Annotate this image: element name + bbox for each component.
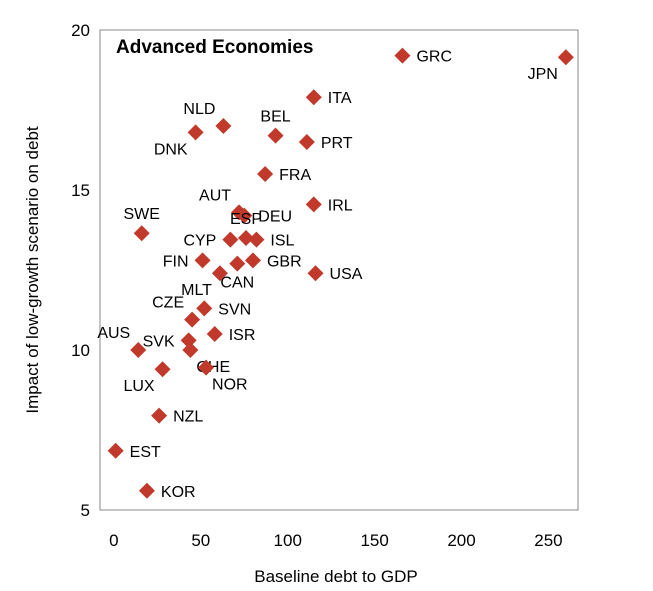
point-label: SVN — [218, 301, 251, 318]
data-point-gbr — [244, 252, 261, 269]
data-point-svn — [196, 300, 213, 317]
x-tick-label: 200 — [447, 531, 475, 550]
data-point-mlt — [211, 265, 228, 282]
point-label: KOR — [161, 484, 196, 501]
point-label: AUT — [199, 187, 231, 204]
x-tick-label: 150 — [360, 531, 388, 550]
point-label: EST — [130, 444, 161, 461]
data-point-cze — [184, 311, 201, 328]
point-label: MLT — [181, 282, 212, 299]
data-point-grc — [394, 47, 411, 64]
data-point-kor — [138, 482, 155, 499]
data-point-usa — [307, 265, 324, 282]
x-tick-label: 50 — [191, 531, 210, 550]
data-point-jpn — [557, 49, 574, 66]
point-label: FRA — [279, 167, 311, 184]
chart-title: Advanced Economies — [116, 37, 313, 58]
point-label: NLD — [183, 101, 215, 118]
point-label: BEL — [260, 109, 290, 126]
y-tick-label: 10 — [71, 341, 90, 360]
data-point-swe — [133, 225, 150, 242]
y-tick-label: 20 — [71, 21, 90, 40]
point-label: USA — [330, 266, 363, 283]
point-label: ITA — [328, 90, 352, 107]
point-label: CYP — [183, 233, 216, 250]
x-tick-label: 100 — [274, 531, 302, 550]
data-point-dnk — [187, 124, 204, 141]
data-point-nzl — [151, 407, 168, 424]
point-label: LUX — [123, 378, 154, 395]
data-point-fra — [257, 166, 274, 182]
data-point-irl — [305, 196, 322, 213]
data-point-esp — [238, 230, 255, 246]
plot-frame — [99, 29, 579, 511]
point-label: SWE — [123, 206, 159, 223]
data-point-isr — [206, 326, 223, 342]
point-label: CAN — [220, 275, 254, 292]
point-label: DEU — [258, 209, 292, 226]
point-label: PRT — [321, 135, 353, 152]
x-tick-label: 0 — [109, 531, 118, 550]
point-label: AUS — [97, 325, 130, 342]
point-label: DNK — [154, 141, 188, 158]
data-point-aus — [130, 342, 147, 358]
point-label: SVK — [143, 333, 175, 350]
data-point-bel — [267, 127, 284, 144]
data-point-cyp — [222, 231, 239, 248]
point-label: NOR — [212, 377, 248, 394]
data-point-nld — [215, 118, 232, 134]
data-point-che — [182, 342, 199, 358]
data-point-prt — [298, 134, 315, 150]
data-point-can — [229, 255, 246, 272]
point-label: GBR — [267, 253, 302, 270]
data-point-est — [107, 442, 124, 459]
y-tick-label: 5 — [81, 501, 90, 520]
y-tick-label: 15 — [71, 181, 90, 200]
y-axis-label: Impact of low-growth scenario on debt — [23, 126, 42, 414]
point-label: FIN — [163, 253, 189, 270]
x-axis-label: Baseline debt to GDP — [254, 567, 417, 586]
point-label: IRL — [328, 197, 353, 214]
point-label: NZL — [173, 409, 203, 426]
data-point-ita — [305, 89, 322, 106]
data-point-fin — [194, 252, 211, 269]
data-point-isl — [248, 231, 265, 248]
point-label: ISR — [229, 327, 256, 344]
point-label: CZE — [152, 295, 184, 312]
data-point-deu — [236, 207, 253, 224]
point-label: JPN — [528, 66, 558, 83]
x-tick-label: 250 — [534, 531, 562, 550]
point-label: GRC — [416, 49, 452, 66]
point-label: ESP — [230, 211, 262, 228]
data-point-nor — [198, 359, 215, 376]
point-label: ISL — [270, 233, 294, 250]
data-point-lux — [154, 361, 171, 378]
